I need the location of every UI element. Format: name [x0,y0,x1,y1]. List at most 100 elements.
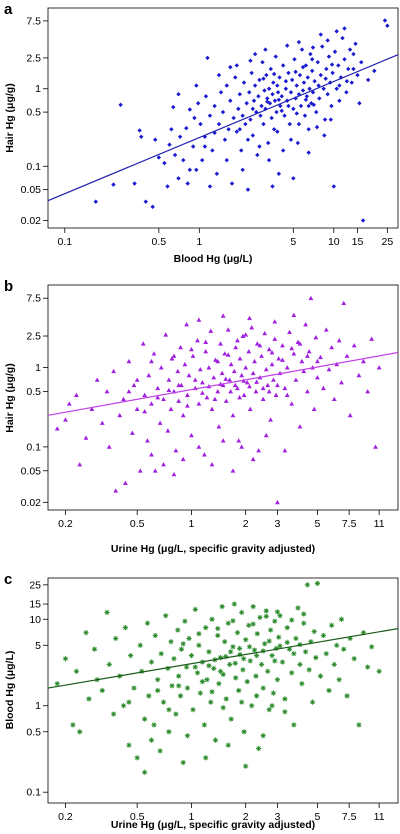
data-point [311,406,317,411]
data-point [232,660,238,666]
data-point [213,357,218,362]
data-point [360,218,366,223]
data-point [262,88,267,93]
data-point [275,90,281,95]
data-point [176,398,182,403]
data-point [233,75,238,80]
data-point [284,392,290,398]
data-point [223,696,229,702]
data-point [104,609,110,616]
data-point [177,134,183,140]
data-point [309,699,316,705]
data-point [216,681,222,687]
data-point [234,630,241,636]
plot-area [48,580,398,775]
data-point [252,83,258,88]
data-point [166,707,172,713]
data-point [176,382,182,388]
data-point [142,716,148,722]
data-point [228,389,234,394]
data-point [289,345,295,351]
data-point [196,444,202,449]
data-point [283,79,289,84]
data-point [243,332,249,337]
data-point [274,677,281,683]
data-point [361,358,366,364]
data-point [272,658,278,664]
data-point [325,92,330,97]
x-tick-label: 10 [328,236,340,248]
data-point [247,90,252,95]
data-point [203,755,209,761]
data-point [359,59,364,65]
data-point [120,703,127,709]
data-point [131,685,137,691]
data-point [134,377,140,382]
data-point [201,452,207,457]
data-point [173,448,179,453]
data-point [353,41,358,46]
data-point [250,456,256,462]
data-point [167,142,172,147]
data-point [217,655,224,661]
data-point [277,75,282,80]
data-point [287,121,292,127]
data-point [126,699,132,705]
data-point [332,49,338,54]
data-point [365,389,371,394]
panel-letter: c [4,571,12,588]
data-point [225,620,231,626]
data-point [233,675,239,681]
data-point [165,428,171,433]
data-point [365,664,371,670]
data-point [223,398,229,403]
plot-frame [47,577,399,804]
x-tick-label: 0.2 [58,811,73,823]
y-tick-label: 0.05 [21,184,42,196]
data-point [230,644,236,650]
data-point [207,113,213,118]
data-point [329,62,335,67]
data-point [189,346,194,352]
data-point [376,365,382,370]
data-point [225,742,231,748]
data-point [176,673,182,679]
data-point [104,389,110,394]
data-point [222,639,228,645]
y-tick-label: 0.5 [26,107,41,119]
data-point [263,432,269,438]
data-point [199,679,205,685]
y-tick-label: 0.5 [26,386,41,398]
data-point [254,109,259,115]
data-point [134,755,140,761]
data-point [140,341,146,346]
data-point [223,653,229,660]
data-point [250,604,256,610]
y-tick-label: 2.5 [26,52,41,64]
data-point [270,184,275,189]
panel-a: a0.1 0.5 1 5 10 15 250.020.050.10.512.57.5Bloo… [4,1,399,265]
data-point [240,667,246,673]
data-point [171,353,177,358]
panel-b: b 0.2 0.5 1 2 3 5 7.5 11 0.02 0.05 0.1 0.5 1 2.5 7.5 Uri… [4,278,399,555]
data-point [246,644,253,650]
data-point [181,157,186,163]
data-point [280,63,286,68]
data-point [376,668,382,674]
data-point [155,687,161,694]
data-point [263,366,269,372]
data-point [215,632,221,639]
data-point [157,748,163,754]
data-point [249,325,255,330]
data-point [291,176,296,181]
data-point [306,667,312,673]
data-point [258,113,263,118]
data-point [344,693,350,699]
data-point [236,106,241,112]
data-point [91,646,98,652]
data-point [158,651,164,657]
data-point [231,601,237,607]
data-point [328,117,334,122]
data-point [271,377,276,382]
data-point [313,335,319,340]
